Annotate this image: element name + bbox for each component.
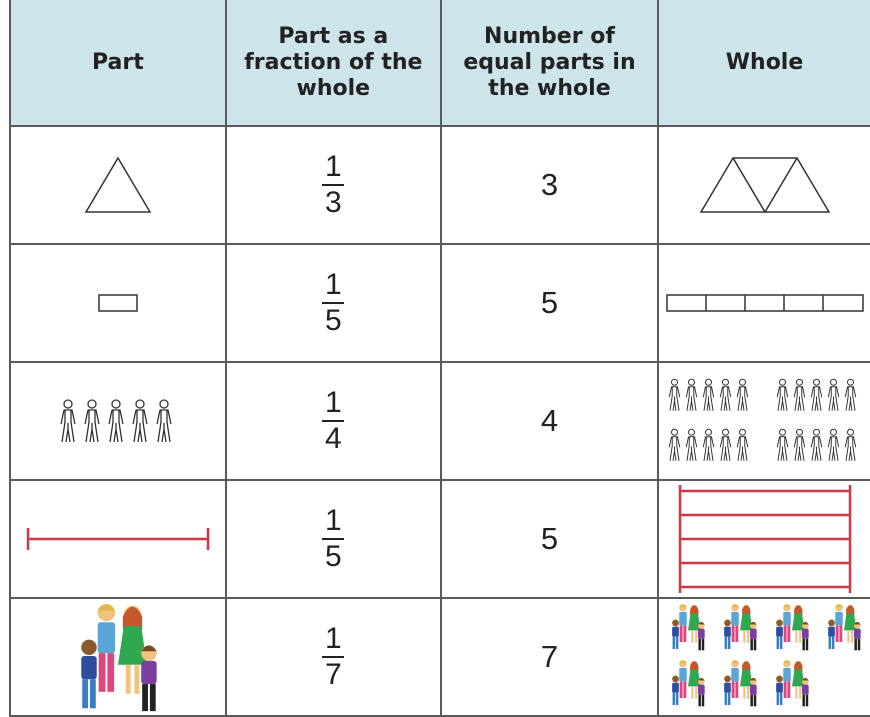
stick-figure — [844, 378, 856, 412]
family-figure — [775, 660, 809, 707]
triangle-whole — [699, 157, 830, 214]
denominator: 4 — [324, 422, 342, 455]
family-whole — [671, 604, 861, 707]
family-figure — [671, 660, 705, 707]
fraction-bar — [322, 184, 345, 186]
stick-figure — [719, 428, 731, 462]
fraction-table: Part Part as a fraction of the whole Num… — [9, 0, 870, 717]
family-figure — [81, 603, 157, 712]
numerator: 1 — [324, 622, 342, 655]
stick-figure — [132, 399, 148, 443]
stick-figure — [668, 428, 680, 462]
part-cell — [9, 479, 227, 599]
family-figure — [723, 660, 757, 707]
red-segment-whole — [678, 485, 851, 593]
triangle — [84, 156, 152, 213]
header-row: Part Part as a fraction of the whole Num… — [9, 0, 870, 127]
stick-figure — [736, 428, 748, 462]
denominator: 3 — [324, 186, 342, 219]
part-cell — [9, 597, 227, 717]
stick-figure — [702, 378, 714, 412]
numerator: 1 — [324, 150, 342, 183]
fraction-bar — [322, 656, 345, 658]
family-figure — [723, 604, 757, 651]
stick-figure — [685, 378, 697, 412]
denominator: 5 — [324, 540, 342, 573]
stick-figure — [84, 399, 100, 443]
stick-figure — [827, 378, 839, 412]
header-cell: Part — [9, 0, 227, 127]
stick-figure — [844, 428, 856, 462]
stick-figure — [702, 428, 714, 462]
stick-figure — [827, 428, 839, 462]
stick-figure — [736, 378, 748, 412]
red-segment — [26, 528, 210, 550]
stick-figure — [60, 399, 76, 443]
fraction-bar — [322, 302, 345, 304]
part-cell — [9, 243, 227, 363]
stick-group — [60, 399, 172, 443]
denominator: 7 — [324, 658, 342, 691]
parts-cell: 5 — [439, 479, 660, 599]
family-figure — [827, 604, 861, 651]
header-cell: Part as a fraction of the whole — [224, 0, 442, 127]
stick-figure — [156, 399, 172, 443]
stick-whole — [668, 378, 856, 462]
parts-cell: 3 — [439, 125, 660, 245]
stick-figure — [810, 378, 822, 412]
header-cell: Whole — [657, 0, 870, 127]
family-figure — [671, 604, 705, 651]
header-cell: Number of equal parts in the whole — [439, 0, 660, 127]
fraction-bar — [322, 420, 345, 422]
parts-cell: 4 — [439, 361, 660, 481]
stick-figure — [810, 428, 822, 462]
numerator: 1 — [324, 386, 342, 419]
family — [81, 603, 157, 712]
fraction-bar — [322, 538, 345, 540]
stick-figure — [108, 399, 124, 443]
numerator: 1 — [324, 504, 342, 537]
whole-cell — [657, 125, 870, 245]
rectangle-whole — [665, 294, 864, 312]
whole-cell — [657, 243, 870, 363]
stick-figure — [719, 378, 731, 412]
denominator: 5 — [324, 304, 342, 337]
whole-cell — [657, 361, 870, 481]
numerator: 1 — [324, 268, 342, 301]
whole-cell — [657, 479, 870, 599]
parts-cell: 5 — [439, 243, 660, 363]
family-figure — [775, 604, 809, 651]
part-cell — [9, 361, 227, 481]
part-cell — [9, 125, 227, 245]
stick-figure — [685, 428, 697, 462]
stick-figure — [793, 378, 805, 412]
whole-cell — [657, 597, 870, 717]
stick-figure — [793, 428, 805, 462]
stick-figure — [668, 378, 680, 412]
stick-figure — [776, 428, 788, 462]
parts-cell: 7 — [439, 597, 660, 717]
stick-figure — [776, 378, 788, 412]
rectangle — [98, 294, 138, 312]
